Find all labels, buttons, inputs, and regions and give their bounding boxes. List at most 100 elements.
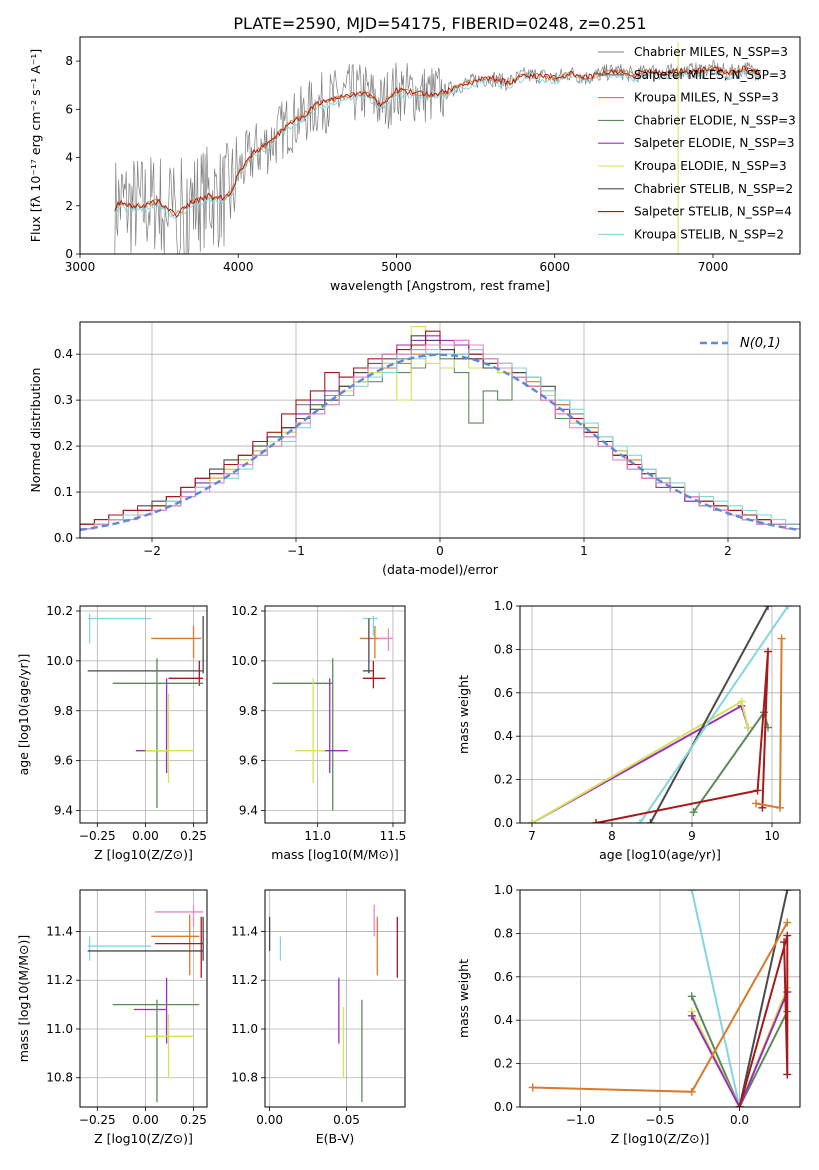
y-tick-label: 11.0 xyxy=(231,1022,258,1036)
y-tick-label: 9.6 xyxy=(54,754,73,768)
x-tick-label: −0.25 xyxy=(79,1113,116,1127)
y-tick-label: 10.0 xyxy=(46,654,73,668)
weight-line-series xyxy=(690,995,789,1107)
errorbar-point xyxy=(362,660,386,689)
x-tick-label: 0.00 xyxy=(256,1113,283,1127)
y-tick-label: 11.4 xyxy=(46,924,73,938)
weight-line-series xyxy=(639,606,789,823)
weight-marker xyxy=(744,723,752,732)
legend-label: Chabrier STELIB, N_SSP=2 xyxy=(634,182,793,196)
weight-marker xyxy=(780,938,789,947)
weight-line-series xyxy=(690,987,789,1107)
y-tick-label: 10.0 xyxy=(231,654,258,668)
weight-marker xyxy=(592,819,600,823)
x-axis-label: (data-model)/error xyxy=(382,562,499,577)
x-tick-label: 2 xyxy=(724,544,732,558)
plot-area xyxy=(265,890,405,1107)
plot-marks xyxy=(268,904,398,1103)
y-tick-label: 11.2 xyxy=(231,973,258,987)
y-tick-label: 0.6 xyxy=(494,970,513,984)
plot-frame xyxy=(264,889,406,1108)
x-tick-label: 10 xyxy=(764,829,779,843)
plot-marks xyxy=(272,615,393,811)
y-tick-label: 10.2 xyxy=(231,604,258,618)
weight-marker xyxy=(687,992,696,1001)
model-spectrum-line xyxy=(114,65,761,218)
x-tick-label: 8 xyxy=(608,829,616,843)
y-tick-label: 10.2 xyxy=(46,604,73,618)
x-tick-label: 1 xyxy=(580,544,588,558)
x-tick-label: 0.00 xyxy=(132,1113,159,1127)
weight-marker xyxy=(753,786,762,795)
weight-marker xyxy=(636,819,644,823)
y-tick-label: 6 xyxy=(65,102,73,116)
y-tick-label: 0.6 xyxy=(494,686,513,700)
errorbar-point xyxy=(145,693,194,784)
y-tick-label: 11.2 xyxy=(46,973,73,987)
errorbar-point xyxy=(362,615,378,636)
x-tick-label: 0.25 xyxy=(180,829,207,843)
x-tick-label: 3000 xyxy=(65,260,96,274)
plot-marks xyxy=(87,613,204,809)
x-tick-label: 11.0 xyxy=(304,829,331,843)
weight-marker xyxy=(764,606,772,610)
errorbar-point xyxy=(145,1014,194,1078)
y-tick-label: 0.4 xyxy=(54,347,73,361)
observed-spectrum-line xyxy=(114,59,761,254)
plot-area xyxy=(265,606,405,823)
y-axis-label: Normed distribution xyxy=(28,368,43,493)
plot-marks xyxy=(528,606,792,823)
x-tick-label: 7000 xyxy=(698,260,729,274)
x-tick-label: −1 xyxy=(287,544,305,558)
weight-marker xyxy=(687,1087,696,1096)
x-tick-label: 7 xyxy=(528,829,536,843)
weight-marker xyxy=(687,890,696,894)
plot-marks xyxy=(528,890,792,1107)
y-tick-label: 0.0 xyxy=(494,1100,513,1114)
plot-frame xyxy=(79,889,208,1108)
weight-marker xyxy=(777,634,786,643)
x-axis-label: Z [log10(Z/Z⊙)] xyxy=(94,847,193,862)
weight-marker xyxy=(528,819,536,823)
mass-vs-metallicity-panel: −0.25 0.00 0.25 10.8 11.0 11.2 11.4 Z [log10(Z/… xyxy=(16,889,208,1146)
y-tick-label: 11.0 xyxy=(46,1022,73,1036)
x-tick-label: −0.25 xyxy=(79,829,116,843)
plot-marks xyxy=(80,326,800,532)
y-tick-label: 0.4 xyxy=(494,1013,513,1027)
x-tick-label: 4000 xyxy=(223,260,254,274)
x-tick-label: 6000 xyxy=(539,260,570,274)
weight-marker xyxy=(764,647,772,656)
weight-line-series xyxy=(690,991,789,1107)
errorbar-point xyxy=(87,916,204,961)
weight-marker xyxy=(752,799,760,808)
x-axis-label: E(B-V) xyxy=(316,1131,355,1146)
y-tick-label: 0.0 xyxy=(494,816,513,830)
weight-marker xyxy=(783,1070,792,1079)
figure-title: PLATE=2590, MJD=54175, FIBERID=0248, z=0… xyxy=(233,14,646,33)
weight-line-series xyxy=(649,606,769,823)
y-tick-label: 11.4 xyxy=(231,924,258,938)
errorbar-point xyxy=(362,618,374,674)
x-axis-label: wavelength [Angstrom, rest frame] xyxy=(330,278,550,293)
y-tick-label: 0.1 xyxy=(54,485,73,499)
residual-histogram-panel: −2 −1 0 1 2 0.0 0.1 0.2 0.3 0.4 (data-model)/error… xyxy=(28,321,801,577)
errorbar-point xyxy=(155,904,204,927)
y-tick-label: 1.0 xyxy=(494,599,513,613)
weight-marker xyxy=(687,1011,696,1020)
errorbar-point xyxy=(112,999,200,1103)
errorbar-point xyxy=(87,936,152,961)
weight-marker xyxy=(783,890,792,894)
errorbar-point xyxy=(272,658,334,811)
y-tick-label: 0.2 xyxy=(494,1057,513,1071)
errorbar-point xyxy=(151,625,202,659)
y-tick-label: 9.8 xyxy=(239,704,258,718)
weight-marker xyxy=(689,808,698,817)
errorbar-point xyxy=(133,977,168,1044)
x-tick-label: −2 xyxy=(143,544,161,558)
weight-line-series xyxy=(595,651,769,823)
y-tick-label: 0.8 xyxy=(494,926,513,940)
gaussian-reference-curve xyxy=(80,353,800,532)
legend-label: Chabrier ELODIE, N_SSP=3 xyxy=(634,113,796,127)
errorbar-point xyxy=(168,660,204,686)
